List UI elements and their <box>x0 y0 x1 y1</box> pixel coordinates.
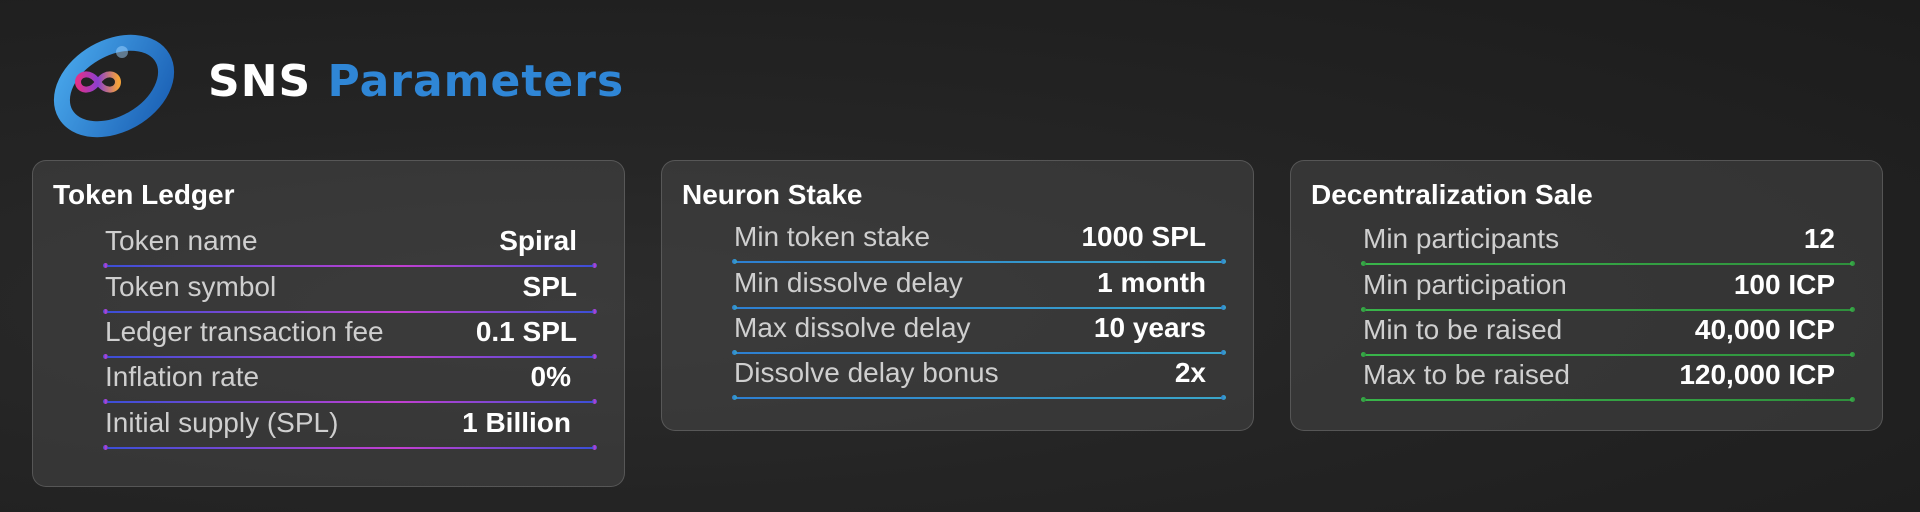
row-divider <box>1361 352 1855 357</box>
row-divider <box>103 399 597 404</box>
row-value: 120,000 ICP <box>1679 359 1835 390</box>
row-value: 12 <box>1803 223 1835 254</box>
row-divider <box>732 259 1226 264</box>
neuron-stake-card: Neuron Stake Min token stake 1000 SPL Mi… <box>661 160 1254 431</box>
list-item: Min to be raised 40,000 ICP <box>1361 312 1855 357</box>
page-title-parameters: Parameters <box>327 56 625 107</box>
token-ledger-card: Token Ledger Token name Spiral Token sym… <box>32 160 625 487</box>
row-divider <box>103 354 597 359</box>
row-value: 10 years <box>1093 312 1206 343</box>
row-label: Max dissolve delay <box>734 312 971 343</box>
row-label: Min participants <box>1363 223 1560 254</box>
row-value: 0.1 SPL <box>475 316 577 347</box>
row-divider <box>1361 397 1855 402</box>
row-label: Dissolve delay bonus <box>734 357 999 388</box>
neuron-stake-title: Neuron Stake <box>682 179 863 210</box>
list-item: Initial supply (SPL) 1 Billion <box>103 405 597 450</box>
page-title-sns: SNS <box>208 56 312 107</box>
list-item: Min dissolve delay 1 month <box>732 265 1226 310</box>
row-value: 1 month <box>1097 267 1206 298</box>
list-item: Inflation rate 0% <box>103 359 597 404</box>
list-item: Max dissolve delay 10 years <box>732 310 1226 355</box>
row-label: Inflation rate <box>105 361 260 392</box>
row-label: Max to be raised <box>1363 359 1570 390</box>
row-divider <box>1361 261 1855 266</box>
row-value: SPL <box>522 271 577 302</box>
decentralization-sale-title: Decentralization Sale <box>1311 179 1593 210</box>
sns-logo-icon <box>50 30 190 140</box>
row-value: 1000 SPL <box>1081 221 1206 252</box>
page-title: SNS Parameters <box>208 56 624 107</box>
token-ledger-title: Token Ledger <box>53 179 235 210</box>
list-item: Token symbol SPL <box>103 269 597 314</box>
row-divider <box>1361 307 1855 312</box>
row-divider <box>103 309 597 314</box>
list-item: Min participants 12 <box>1361 221 1855 266</box>
row-label: Token symbol <box>105 271 277 302</box>
list-item: Max to be raised 120,000 ICP <box>1361 357 1855 402</box>
list-item: Dissolve delay bonus 2x <box>732 355 1226 400</box>
row-divider <box>732 395 1226 400</box>
row-label: Token name <box>105 225 258 256</box>
header: SNS Parameters <box>50 30 623 140</box>
list-item: Token name Spiral <box>103 223 597 268</box>
row-value: 0% <box>530 361 571 392</box>
row-label: Min to be raised <box>1363 314 1563 345</box>
row-label: Initial supply (SPL) <box>105 407 339 438</box>
row-value: 2x <box>1174 357 1206 388</box>
row-value: Spiral <box>499 225 577 256</box>
row-label: Min dissolve delay <box>734 267 963 298</box>
row-value: 40,000 ICP <box>1694 314 1835 345</box>
row-value: 1 Billion <box>462 407 571 438</box>
row-divider <box>103 445 597 450</box>
row-divider <box>732 305 1226 310</box>
list-item: Ledger transaction fee 0.1 SPL <box>103 314 597 359</box>
row-value: 100 ICP <box>1733 269 1835 300</box>
list-item: Min participation 100 ICP <box>1361 267 1855 312</box>
decentralization-sale-card: Decentralization Sale Min participants 1… <box>1290 160 1883 431</box>
row-label: Min token stake <box>734 221 931 252</box>
list-item: Min token stake 1000 SPL <box>732 219 1226 264</box>
row-divider <box>732 350 1226 355</box>
row-label: Ledger transaction fee <box>105 316 384 347</box>
row-label: Min participation <box>1363 269 1567 300</box>
row-divider <box>103 263 597 268</box>
